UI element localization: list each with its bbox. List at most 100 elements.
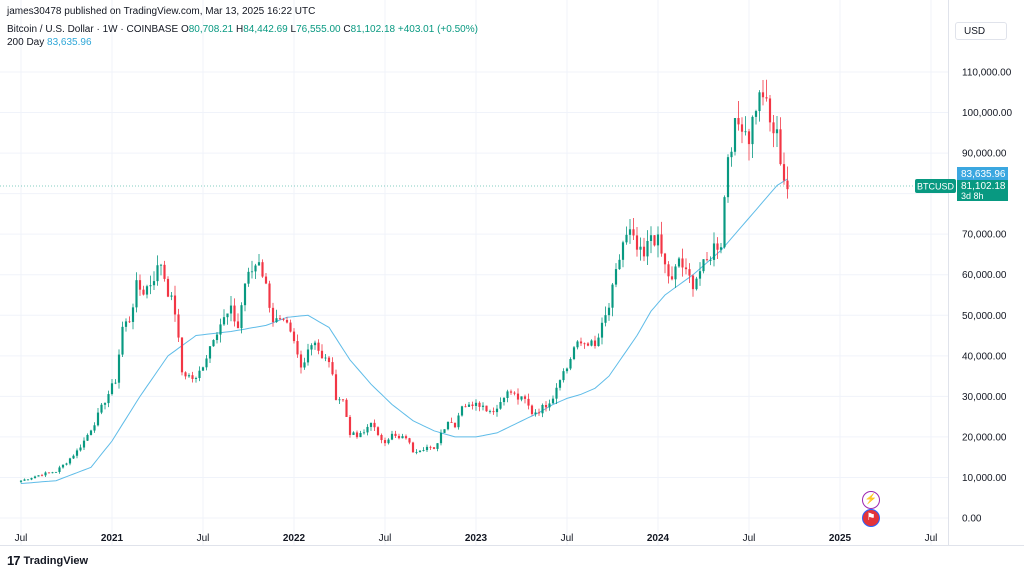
candle-body — [628, 229, 632, 235]
candle — [674, 264, 677, 288]
candle-body — [737, 118, 740, 125]
candle — [135, 272, 138, 313]
candle-body — [58, 467, 61, 472]
candle — [44, 471, 47, 478]
candle — [194, 376, 198, 383]
symbol-description[interactable]: Bitcoin / U.S. Dollar · 1W · COINBASE — [7, 24, 179, 35]
time-tick-label: 2024 — [647, 533, 670, 544]
candle — [289, 319, 292, 333]
candle-body — [121, 326, 124, 355]
candle — [649, 226, 653, 254]
candle-body — [149, 285, 152, 287]
candle-body — [117, 354, 121, 383]
candle — [54, 471, 58, 473]
candle-body — [359, 433, 362, 438]
candle — [250, 260, 254, 279]
candle-body — [621, 242, 625, 260]
candle — [96, 408, 100, 427]
candle — [355, 430, 359, 439]
candle — [236, 313, 240, 329]
candle-body — [40, 475, 44, 477]
candle — [271, 302, 275, 327]
candle-body — [114, 382, 117, 384]
candle — [663, 252, 667, 274]
candle — [765, 79, 768, 102]
candle — [436, 443, 439, 452]
candle — [702, 259, 705, 274]
price-tags: BTCUSD 83,635.96 81,102.18 3d 8h — [915, 167, 1008, 201]
price-tick-label: 100,000.00 — [962, 108, 1012, 119]
chart-grid — [0, 0, 948, 545]
candle-body — [380, 434, 383, 441]
time-tick-label: Jul — [561, 533, 574, 544]
candle — [562, 368, 565, 383]
candle-body — [429, 446, 432, 448]
candle-body — [268, 283, 271, 308]
candle — [212, 339, 215, 347]
candle-body — [219, 324, 222, 335]
candle-body — [534, 412, 537, 415]
candle — [152, 271, 156, 290]
candle-body — [467, 404, 471, 407]
candle — [786, 166, 789, 199]
candle — [642, 237, 646, 262]
candle-body — [768, 98, 772, 123]
symbol-tag-bg — [915, 179, 956, 193]
candle — [698, 262, 702, 286]
candle-body — [401, 436, 404, 439]
candle-body — [719, 247, 723, 250]
candle — [65, 462, 68, 466]
symbol-tag: BTCUSD — [917, 182, 955, 192]
candle-body — [593, 340, 597, 347]
candle-body — [740, 124, 744, 132]
candle — [499, 397, 502, 410]
candle-body — [677, 258, 681, 267]
candle-body — [306, 349, 310, 363]
candle-body — [586, 343, 590, 346]
candle — [758, 90, 761, 122]
candle-body — [733, 118, 737, 152]
candle — [40, 473, 44, 477]
candle-body — [373, 422, 376, 428]
candle — [653, 235, 656, 247]
candle — [82, 437, 86, 451]
candle — [184, 371, 187, 380]
candle — [121, 321, 124, 358]
candle — [282, 317, 285, 322]
ma-200-line — [20, 178, 788, 484]
candle — [527, 393, 530, 410]
candle-body — [324, 357, 327, 359]
time-axis[interactable]: Jul 2021 Jul 2022 Jul 2023 Jul 2024 Jul 2025 Jul — [15, 533, 938, 544]
candle-body — [625, 234, 628, 243]
candle-body — [485, 405, 488, 412]
candle-body — [663, 253, 667, 265]
candle-body — [226, 313, 229, 318]
price-axis[interactable]: 110,000.00100,000.0090,000.0080,000.0070… — [962, 68, 1012, 525]
tradingview-logo[interactable]: 17 TradingView — [7, 553, 88, 568]
candle-body — [296, 341, 299, 355]
candle — [625, 226, 628, 245]
candle — [324, 354, 327, 362]
currency-button[interactable]: USD — [955, 22, 1007, 40]
ma-label[interactable]: 200 Day — [7, 37, 45, 48]
candle — [233, 298, 236, 327]
candle-body — [681, 258, 684, 268]
us-flag-event-icon[interactable]: ⚑ — [862, 509, 880, 527]
candle — [124, 318, 128, 332]
candle — [331, 357, 334, 376]
candle — [695, 276, 698, 291]
candle-body — [446, 421, 450, 430]
candle-body — [264, 276, 268, 284]
candle — [75, 448, 79, 459]
candle-body — [163, 264, 166, 279]
candle-body — [516, 393, 520, 400]
candle-body — [51, 472, 54, 474]
candle — [534, 409, 537, 417]
candle-body — [471, 404, 474, 406]
time-tick-label: 2023 — [465, 533, 488, 544]
candle-body — [632, 229, 635, 236]
flash-event-icon[interactable]: ⚡ — [862, 491, 880, 509]
candle-body — [247, 271, 250, 284]
candle-body — [100, 404, 103, 413]
